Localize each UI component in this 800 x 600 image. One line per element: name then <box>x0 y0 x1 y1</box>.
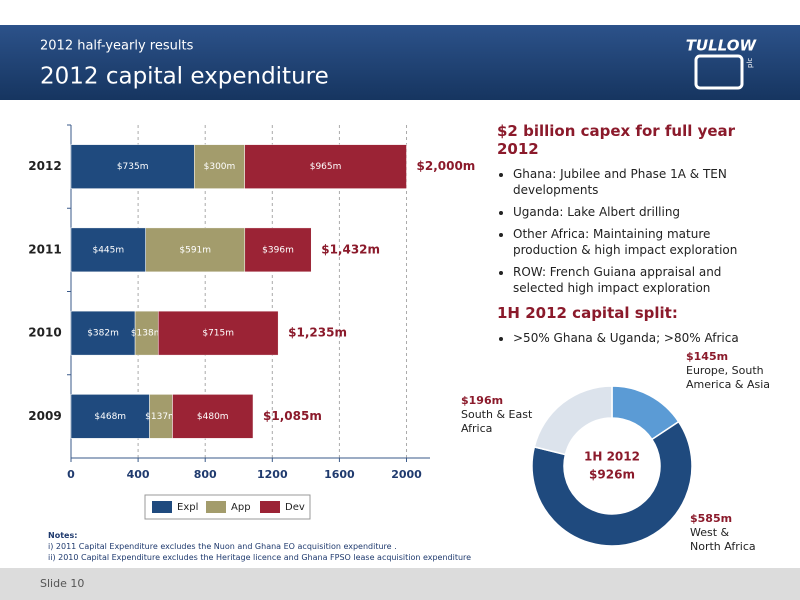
data-label: $396m <box>262 245 294 255</box>
y-tick-label: 2009 <box>28 409 61 423</box>
y-tick-label: 2011 <box>28 242 61 256</box>
data-label: $382m <box>87 329 119 339</box>
bullet-list: Ghana: Jubilee and Phase 1A & TEN develo… <box>497 166 772 296</box>
bullet: Uganda: Lake Albert drilling <box>513 204 772 220</box>
split-heading: 1H 2012 capital split: <box>497 304 678 322</box>
bullet: Ghana: Jubilee and Phase 1A & TEN develo… <box>513 166 772 198</box>
note-line: i) 2011 Capital Expenditure excludes the… <box>48 542 397 551</box>
bar-segment <box>157 310 279 356</box>
x-tick-label: 1600 <box>324 468 355 481</box>
note-line: ii) 2010 Capital Expenditure excludes th… <box>48 553 472 562</box>
total-label: $1,235m <box>288 326 347 340</box>
slice-name: West & North Africa <box>690 526 756 553</box>
bar-segment <box>244 227 312 273</box>
x-tick-label: 0 <box>67 468 75 481</box>
slice-label: $585m West & North Africa <box>690 512 760 554</box>
header-title: 2012 capital expenditure <box>40 64 329 90</box>
slice-value: $585m <box>690 512 733 525</box>
header-band <box>0 25 800 100</box>
x-tick-label: 2000 <box>391 468 422 481</box>
data-label: $480m <box>197 412 229 422</box>
total-label: $2,000m <box>417 159 476 173</box>
bullet: ROW: French Guiana appraisal and selecte… <box>513 264 772 296</box>
donut-slice <box>533 385 613 456</box>
x-tick-label: 800 <box>194 468 217 481</box>
logo-text: TULLOW <box>686 37 758 55</box>
y-tick-label: 2012 <box>28 159 61 173</box>
center-title: 1H 2012 <box>584 450 640 464</box>
data-label: $591m <box>179 245 211 255</box>
bar-segment <box>70 144 195 189</box>
data-label: $445m <box>92 245 124 255</box>
logo-suffix: plc <box>746 58 754 68</box>
data-label: $965m <box>310 162 342 172</box>
legend-swatch <box>152 501 172 513</box>
slice-name: Europe, South America & Asia <box>686 364 770 391</box>
legend-swatch <box>206 501 226 513</box>
bar-segment <box>194 144 245 189</box>
legend-swatch <box>260 501 280 513</box>
y-tick-label: 2010 <box>28 326 61 340</box>
legend-label: Dev <box>285 502 305 513</box>
x-tick-label: 400 <box>127 468 150 481</box>
data-label: $735m <box>117 162 149 172</box>
notes: Notes: i) 2011 Capital Expenditure exclu… <box>48 530 471 563</box>
x-tick-label: 1200 <box>257 468 288 481</box>
slice-label: $145m Europe, South America & Asia <box>686 350 771 392</box>
bar-segment <box>244 144 407 189</box>
text-panel: $2 billion capex for full year 2012 Ghan… <box>497 122 772 354</box>
legend-label: Expl <box>177 502 198 513</box>
total-label: $1,432m <box>321 242 380 256</box>
data-label: $137m <box>145 412 177 422</box>
data-label: $300m <box>204 162 236 172</box>
center-label: $926m <box>589 468 635 482</box>
panel-heading: $2 billion capex for full year 2012 <box>497 122 736 158</box>
data-label: $468m <box>94 412 126 422</box>
slice-name: South & East Africa <box>461 408 533 435</box>
legend-box <box>144 494 311 520</box>
data-label: $138m <box>131 329 163 339</box>
bar-segment <box>70 394 150 439</box>
bullet: Other Africa: Maintaining mature product… <box>513 226 772 258</box>
slice-value: $145m <box>686 350 729 363</box>
notes-title: Notes: <box>48 531 78 540</box>
logo-mark <box>694 54 744 90</box>
total-label: $1,085m <box>263 409 322 423</box>
bar-segment <box>172 394 254 439</box>
bullet: >50% Ghana & Uganda; >80% Africa <box>513 330 772 346</box>
footer-band <box>0 568 800 600</box>
bullet-list: >50% Ghana & Uganda; >80% Africa <box>497 330 772 346</box>
slice-value: $196m <box>461 394 504 407</box>
legend-label: App <box>231 502 251 513</box>
header-subtitle: 2012 half-yearly results <box>40 39 194 54</box>
slide-number: Slide 10 <box>40 577 84 590</box>
bar-segment <box>70 310 136 356</box>
slice-label: $196m South & East Africa <box>461 394 539 436</box>
bar-segment <box>145 227 246 273</box>
donut-slice <box>531 420 693 547</box>
data-label: $715m <box>202 329 234 339</box>
